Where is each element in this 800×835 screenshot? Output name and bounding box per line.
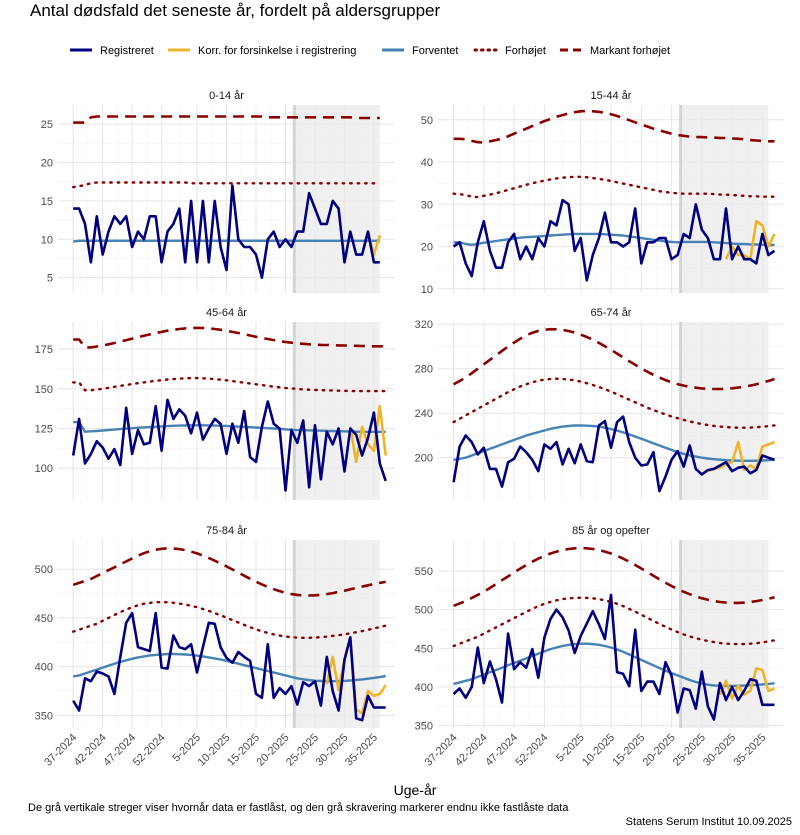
x-tick-label: 15-2025	[610, 732, 647, 769]
panel-4: 75-84 år35040045050037-202442-202447-202…	[35, 525, 395, 769]
series-registreret	[452, 198, 776, 282]
y-tick-label: 150	[35, 384, 53, 396]
series-forhojet	[452, 377, 776, 429]
panel-title: 15-44 år	[591, 90, 632, 102]
legend-label-forventet: Forventet	[412, 45, 458, 57]
y-tick-label: 10	[421, 284, 433, 296]
series-markant	[453, 546, 775, 608]
panel-title: 45-64 år	[206, 307, 247, 319]
series-markant	[72, 547, 386, 597]
y-tick-label: 200	[415, 453, 433, 465]
series-forhojet	[452, 596, 776, 648]
series-registreret	[452, 593, 775, 721]
unlocked-shade	[680, 322, 769, 500]
x-tick-label: 20-2025	[641, 732, 678, 769]
footnote: De grå vertikale streger viser hvornår d…	[28, 802, 569, 814]
panel-1: 15-44 år 10 20 30 40 50	[421, 90, 784, 296]
y-tick-label: 20	[421, 242, 433, 254]
y-tick-label: 175	[35, 344, 53, 356]
panel-title: 85 år og opefter	[572, 525, 650, 537]
x-axis-title: Uge-år	[394, 782, 437, 798]
y-tick-label: 450	[415, 643, 433, 655]
x-tick-label: 52-2024	[513, 732, 550, 769]
series-forventet	[73, 239, 380, 243]
y-tick-label: 400	[35, 662, 53, 674]
y-tick-label: 240	[415, 408, 433, 420]
y-tick-label: 30	[421, 199, 433, 211]
series-markant	[73, 115, 380, 124]
x-tick-label: 30-2025	[701, 732, 738, 769]
x-tick-label: 10-2025	[580, 732, 617, 769]
series-forhojet	[72, 181, 381, 189]
y-tick-label: 500	[415, 605, 433, 617]
y-tick-label: 50	[421, 115, 433, 127]
series-registreret	[452, 415, 775, 493]
unlocked-shade	[680, 105, 769, 293]
x-tick-label: 42-2024	[453, 732, 490, 769]
panel-title: 65-74 år	[591, 307, 632, 319]
x-tick-label: 35-2025	[731, 732, 768, 769]
panel-2: 45-64 år 100 125 150 175	[35, 307, 395, 500]
y-tick-label: 350	[35, 710, 53, 722]
y-tick-label: 125	[35, 423, 53, 435]
y-tick-label: 5	[47, 273, 53, 285]
series-registreret	[73, 184, 380, 279]
legend-label-forhojet: Forhøjet	[505, 45, 546, 57]
panel-0: 0-14 år 5 10 15 20 25	[41, 90, 395, 293]
y-tick-label: 320	[415, 319, 433, 331]
y-tick-label: 350	[415, 721, 433, 733]
x-tick-label: 37-2024	[423, 732, 460, 769]
y-tick-label: 100	[35, 463, 53, 475]
y-tick-label: 15	[41, 196, 53, 208]
y-tick-label: 550	[415, 566, 433, 578]
legend: Registreret Korr. for forsinkelse i regis…	[70, 45, 670, 57]
legend-label-registreret: Registreret	[100, 45, 154, 57]
x-tick-label: 47-2024	[483, 732, 520, 769]
series-markant	[73, 326, 386, 349]
series-registreret	[72, 611, 386, 722]
y-tick-label: 10	[41, 234, 53, 246]
chart-title: Antal dødsfald det seneste år, fordelt p…	[30, 1, 440, 20]
series-forhojet	[452, 175, 776, 199]
series-korr	[707, 440, 775, 473]
series-markant	[452, 327, 775, 391]
y-tick-label: 20	[41, 158, 53, 170]
series-registreret	[71, 398, 387, 492]
x-tick-label: 35-2025	[343, 732, 380, 769]
y-tick-label: 40	[421, 157, 433, 169]
y-tick-label: 25	[41, 119, 53, 131]
panel-3: 65-74 år 200 240 280 320	[415, 307, 784, 500]
legend-label-korr: Korr. for forsinkelse i registrering	[198, 45, 356, 57]
series-markant	[453, 109, 775, 144]
y-tick-label: 400	[415, 682, 433, 694]
series-korr	[718, 667, 775, 700]
y-tick-label: 280	[415, 364, 433, 376]
legend-label-markant: Markant forhøjet	[590, 45, 670, 57]
y-tick-label: 450	[35, 613, 53, 625]
panels: 0-14 år 5 10 15 20 25 15-44 år 10 20 30 40 50 45-64 …	[35, 90, 784, 769]
x-tick-label: 25-2025	[671, 732, 708, 769]
credit: Statens Serum Institut 10.09.2025	[626, 816, 792, 828]
panel-5: 85 år og opefter 350 400 450 500 550 37-202442…	[415, 525, 784, 769]
panel-title: 0-14 år	[209, 90, 244, 102]
series-korr	[349, 404, 387, 464]
panel-title: 75-84 år	[206, 525, 247, 537]
series-forhojet	[72, 600, 387, 639]
x-tick-label: 52-2024	[131, 732, 168, 769]
y-tick-label: 500	[35, 564, 53, 576]
